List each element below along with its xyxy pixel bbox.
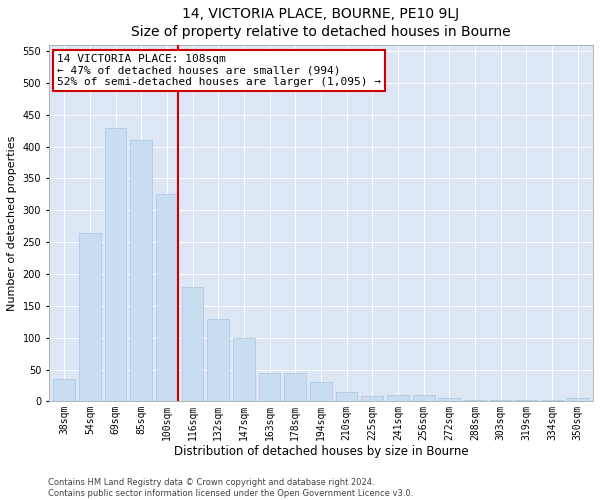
Bar bbox=[79, 232, 101, 402]
X-axis label: Distribution of detached houses by size in Bourne: Distribution of detached houses by size … bbox=[173, 445, 468, 458]
Bar bbox=[156, 194, 178, 402]
Bar bbox=[515, 400, 537, 402]
Bar bbox=[567, 398, 589, 402]
Text: Contains HM Land Registry data © Crown copyright and database right 2024.
Contai: Contains HM Land Registry data © Crown c… bbox=[48, 478, 413, 498]
Bar bbox=[130, 140, 152, 402]
Bar bbox=[541, 400, 563, 402]
Bar bbox=[387, 395, 409, 402]
Bar bbox=[439, 398, 460, 402]
Text: 14 VICTORIA PLACE: 108sqm
← 47% of detached houses are smaller (994)
52% of semi: 14 VICTORIA PLACE: 108sqm ← 47% of detac… bbox=[57, 54, 381, 87]
Bar bbox=[335, 392, 358, 402]
Bar bbox=[284, 373, 306, 402]
Y-axis label: Number of detached properties: Number of detached properties bbox=[7, 136, 17, 311]
Bar bbox=[464, 400, 486, 402]
Bar bbox=[413, 395, 434, 402]
Title: 14, VICTORIA PLACE, BOURNE, PE10 9LJ
Size of property relative to detached house: 14, VICTORIA PLACE, BOURNE, PE10 9LJ Siz… bbox=[131, 7, 511, 40]
Bar bbox=[490, 400, 512, 402]
Bar bbox=[182, 287, 203, 402]
Bar bbox=[310, 382, 332, 402]
Bar bbox=[233, 338, 255, 402]
Bar bbox=[259, 373, 280, 402]
Bar bbox=[208, 318, 229, 402]
Bar bbox=[104, 128, 127, 402]
Bar bbox=[53, 379, 75, 402]
Bar bbox=[361, 396, 383, 402]
